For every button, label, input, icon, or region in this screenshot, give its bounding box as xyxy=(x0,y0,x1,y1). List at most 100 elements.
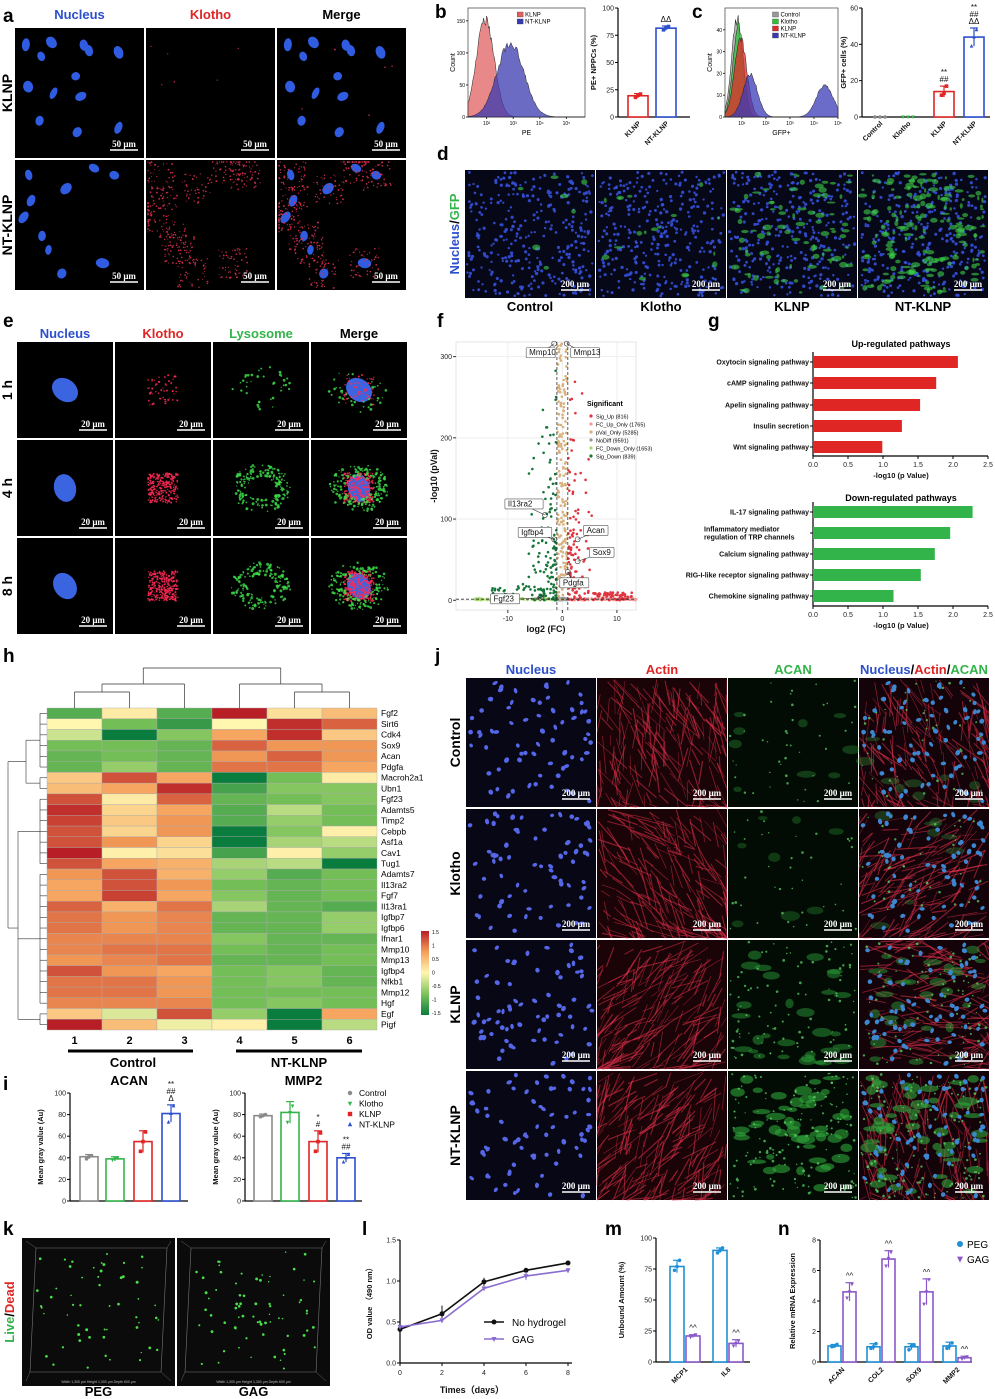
klotho-signal xyxy=(156,186,158,188)
nucleus-dot xyxy=(833,236,838,240)
klotho-signal xyxy=(168,472,171,475)
klotho-signal xyxy=(323,177,326,180)
bar-group-control xyxy=(79,1153,99,1202)
klotho-signal xyxy=(147,209,149,211)
klotho-signal xyxy=(363,164,366,166)
lysosome-signal xyxy=(236,485,238,487)
klotho-signal xyxy=(153,202,156,205)
klotho-signal xyxy=(317,183,319,185)
nucleus-dot xyxy=(586,185,589,188)
klotho-signal xyxy=(348,167,350,169)
klotho-signal xyxy=(352,587,355,591)
nucleus-dot xyxy=(509,251,514,255)
lysosome-signal xyxy=(279,477,281,479)
klotho-signal xyxy=(353,593,356,596)
nucleus-dot xyxy=(570,228,574,232)
nucleus-dot xyxy=(505,259,509,263)
nucleus-dot xyxy=(975,186,978,189)
nucleus-blob xyxy=(322,182,334,195)
nucleus-dot xyxy=(790,281,794,285)
klotho-signal xyxy=(370,580,373,582)
klotho-signal xyxy=(327,183,329,186)
nucleus-dot xyxy=(692,224,696,228)
nucleus-dot xyxy=(551,256,554,260)
klotho-signal xyxy=(300,208,303,210)
klotho-signal xyxy=(286,224,288,226)
lysosome-signal xyxy=(242,599,245,603)
klotho-signal xyxy=(288,243,290,245)
nucleus-dot xyxy=(708,250,712,254)
klotho-signal xyxy=(229,161,232,163)
nucleus-dot xyxy=(785,266,789,270)
klotho-signal xyxy=(153,570,156,573)
lysosome-signal xyxy=(377,590,380,593)
klotho-signal xyxy=(171,489,173,492)
klotho-signal xyxy=(298,168,300,170)
klotho-signal xyxy=(321,242,324,245)
klotho-signal xyxy=(169,597,172,600)
microscopy-image: 20 μm xyxy=(213,440,309,536)
klotho-signal xyxy=(242,274,244,277)
gfp-signal xyxy=(944,193,952,197)
klotho-signal xyxy=(162,489,165,492)
nucleus-dot xyxy=(917,250,920,254)
lysosome-signal xyxy=(250,373,254,377)
lysosome-signal xyxy=(380,471,382,474)
klotho-signal xyxy=(149,494,152,497)
gfp-signal xyxy=(754,171,762,178)
klotho-signal xyxy=(366,378,368,380)
klotho-signal xyxy=(189,174,191,176)
klotho-signal xyxy=(364,490,367,493)
klotho-signal xyxy=(204,190,207,193)
lysosome-signal xyxy=(282,384,285,387)
klotho-signal xyxy=(336,202,338,205)
lysosome-signal xyxy=(258,505,260,507)
lysosome-signal xyxy=(265,605,267,607)
klotho-signal xyxy=(351,477,353,479)
lysosome-signal xyxy=(335,492,339,496)
nucleus-dot xyxy=(830,253,834,257)
klotho-signal xyxy=(304,167,306,170)
klotho-signal xyxy=(304,162,307,164)
klotho-signal xyxy=(297,258,299,260)
klotho-signal xyxy=(164,501,167,503)
nucleus-dot xyxy=(978,267,982,271)
lysosome-signal xyxy=(282,570,285,573)
nucleus-dot xyxy=(791,181,795,185)
panel-label-c: c xyxy=(692,2,703,23)
klotho-signal xyxy=(152,492,154,495)
lysosome-signal xyxy=(241,594,245,598)
klotho-signal xyxy=(319,265,322,267)
klotho-signal xyxy=(148,497,151,499)
lysosome-signal xyxy=(235,591,238,594)
klotho-signal xyxy=(353,574,356,577)
nucleus-dot xyxy=(584,235,587,239)
nucleus-dot xyxy=(748,243,752,247)
klotho-signal xyxy=(158,497,160,500)
klotho-signal xyxy=(162,473,165,476)
gfp-signal xyxy=(811,249,815,252)
nucleus-dot xyxy=(508,175,512,180)
klotho-signal xyxy=(352,578,354,580)
lysosome-signal xyxy=(274,503,277,506)
klotho-signal xyxy=(161,584,164,587)
klotho-signal xyxy=(370,584,373,586)
klotho-signal xyxy=(202,278,204,280)
klotho-signal xyxy=(158,480,161,483)
lysosome-signal xyxy=(366,499,369,502)
klotho-signal xyxy=(222,267,224,269)
lysosome-signal xyxy=(267,470,270,472)
klotho-signal xyxy=(150,482,153,485)
klotho-signal xyxy=(189,281,191,283)
microscopy-image: 20 μm xyxy=(213,538,309,634)
klotho-signal xyxy=(229,272,231,274)
klotho-signal xyxy=(173,572,176,575)
klotho-signal xyxy=(313,181,315,183)
klotho-signal xyxy=(162,214,165,217)
klotho-signal xyxy=(164,383,167,386)
nucleus-dot xyxy=(628,277,632,281)
nucleus-dot xyxy=(845,211,849,215)
lysosome-signal xyxy=(368,501,371,504)
nucleus-dot xyxy=(877,250,881,254)
klotho-signal xyxy=(335,266,337,268)
